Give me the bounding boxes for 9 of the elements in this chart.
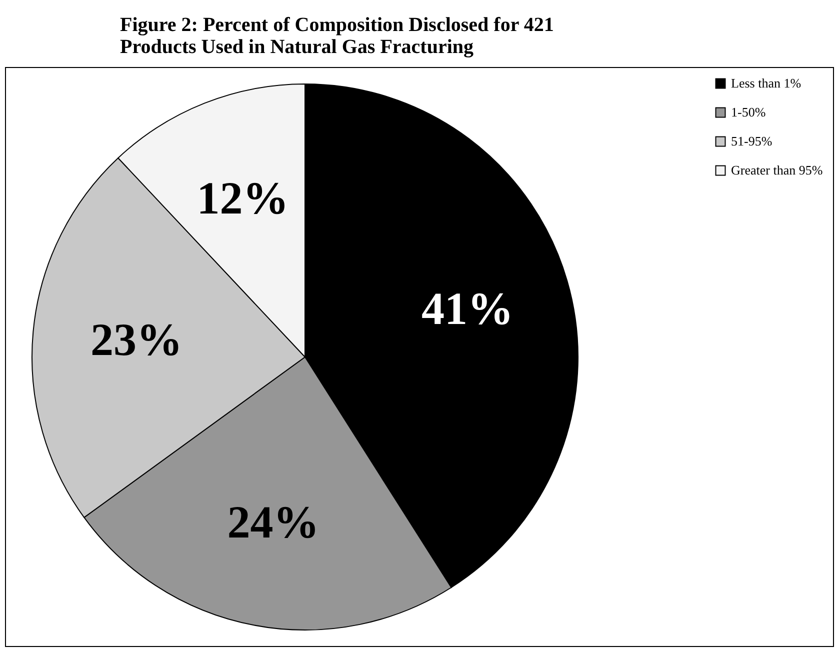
- chart-title: Figure 2: Percent of Composition Disclosed for 421 Products Used in Natural Gas Fracturing: [120, 14, 554, 58]
- data-label: 12%: [196, 172, 289, 224]
- data-label: 23%: [90, 314, 182, 366]
- legend-label: Less than 1%: [731, 76, 802, 90]
- legend-label: Greater than 95%: [731, 162, 823, 178]
- legend-label: 51-95%: [731, 134, 772, 148]
- data-label: 24%: [227, 496, 320, 548]
- data-label: 41%: [422, 282, 514, 334]
- legend-label: 1-50%: [731, 104, 766, 120]
